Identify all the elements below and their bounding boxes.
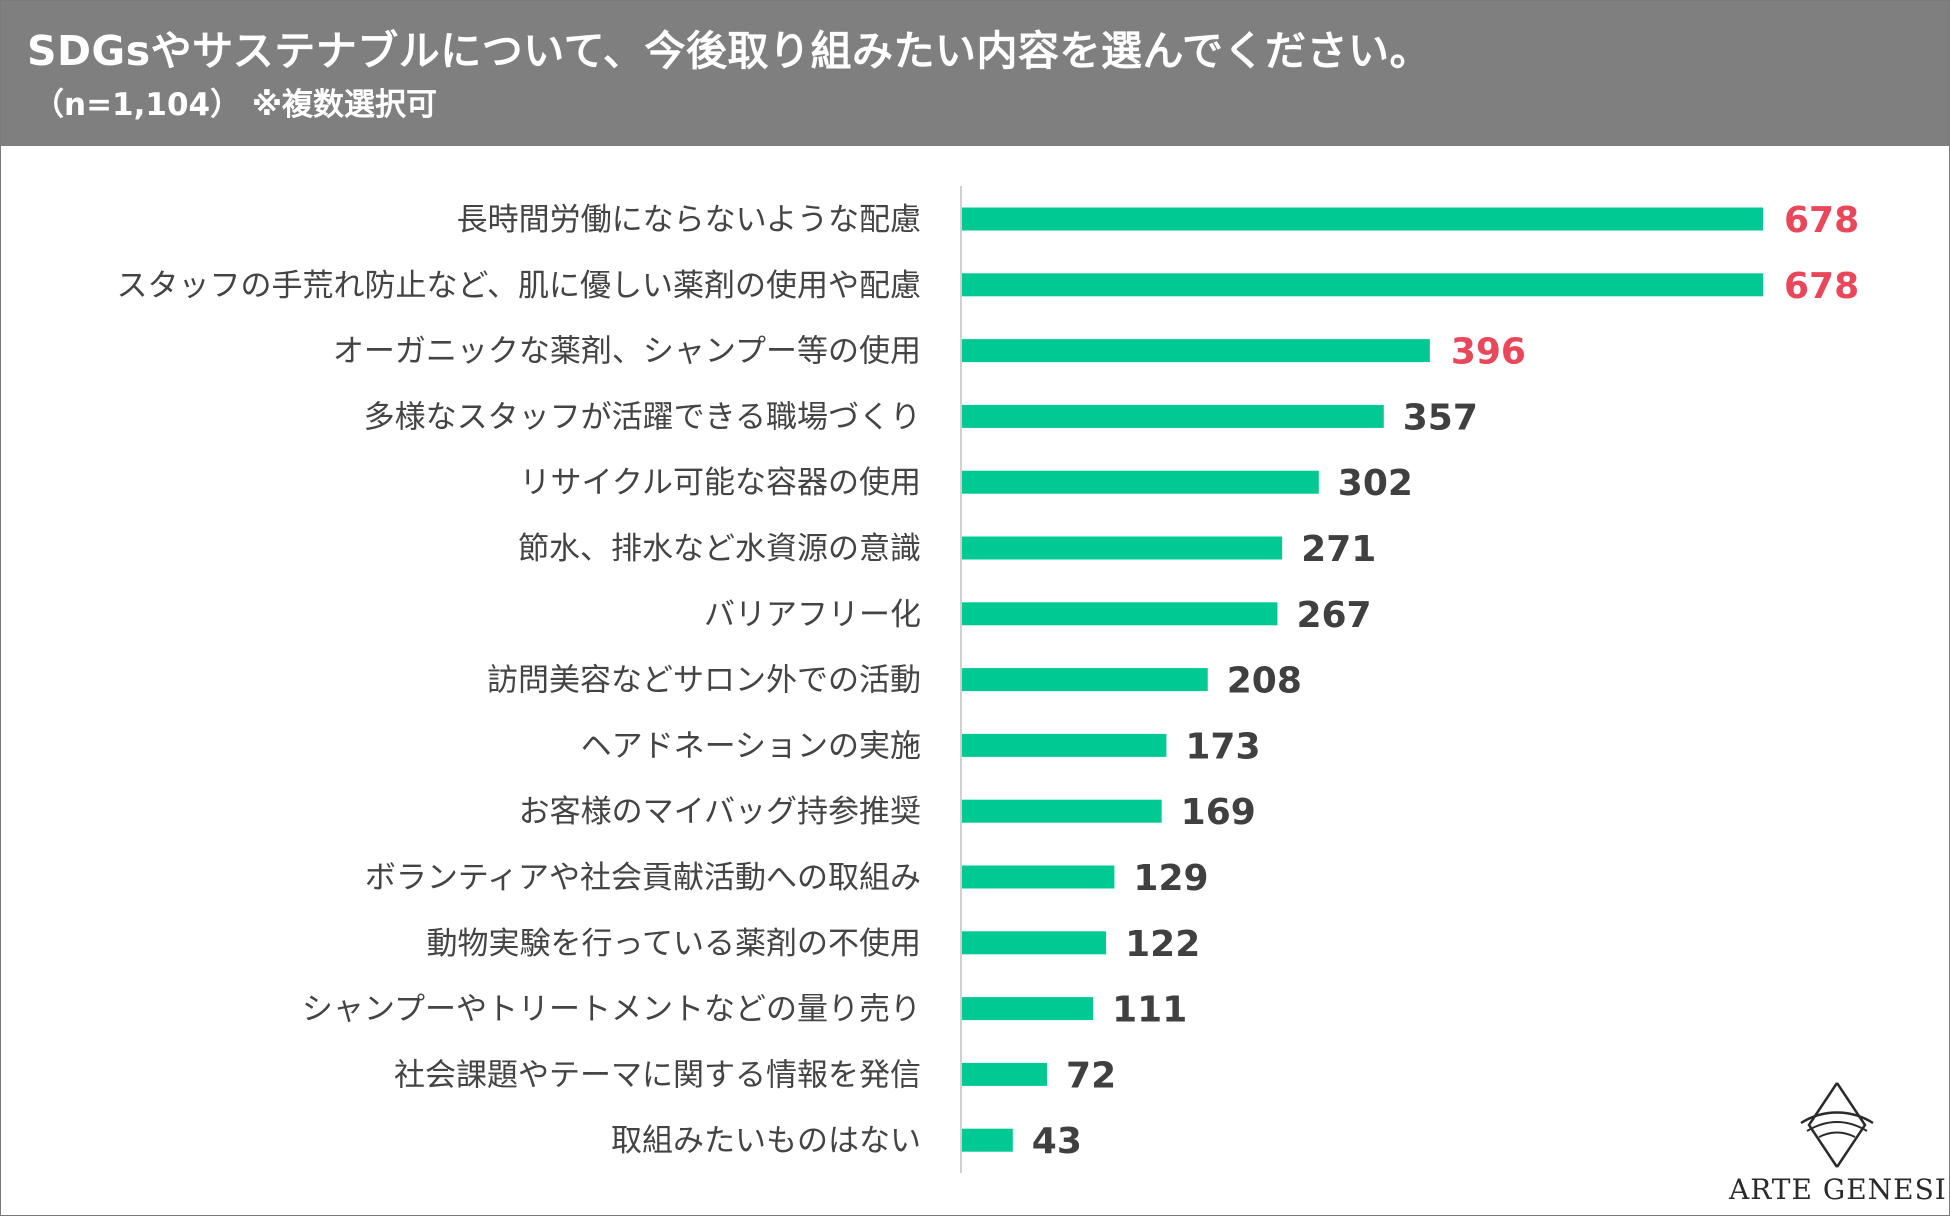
category-label: 動物実験を行っている薬剤の不使用	[427, 926, 921, 962]
logo-text: ARTE GENESIS	[1729, 1173, 1950, 1206]
value-label: 43	[1032, 1121, 1082, 1162]
value-label: 678	[1784, 266, 1859, 307]
bar	[962, 339, 1430, 363]
category-label: バリアフリー化	[704, 597, 921, 633]
value-label: 169	[1181, 792, 1256, 833]
value-label: 271	[1301, 529, 1376, 570]
value-label: 111	[1112, 990, 1187, 1031]
chart-subtitle: （n=1,104） ※複数選択可	[33, 87, 438, 123]
bar	[962, 997, 1094, 1021]
value-label: 173	[1185, 726, 1260, 767]
brand-logo: ARTE GENESIS	[1729, 1079, 1950, 1209]
value-label: 72	[1066, 1055, 1116, 1096]
value-label: 357	[1403, 397, 1478, 438]
category-label: お客様のマイバッグ持参推奨	[519, 794, 921, 830]
bar	[962, 207, 1763, 231]
category-label: 多様なスタッフが活躍できる職場づくり	[364, 399, 921, 435]
category-label: 訪問美容などサロン外での活動	[487, 663, 921, 699]
value-label: 678	[1784, 200, 1859, 241]
bar	[962, 273, 1763, 297]
bar	[962, 931, 1107, 955]
value-label: 122	[1125, 924, 1200, 965]
arte-genesis-logo-icon	[1800, 1082, 1874, 1168]
bar	[962, 1128, 1013, 1152]
category-label: 取組みたいものはない	[611, 1123, 921, 1159]
category-label: 長時間労働にならないような配慮	[457, 202, 921, 238]
bar	[962, 536, 1283, 560]
bar	[962, 1062, 1048, 1086]
header-bar: SDGsやサステナブルについて、今後取り組みたい内容を選んでください。 （n=1…	[1, 1, 1949, 146]
bar	[962, 668, 1208, 692]
value-label: 396	[1451, 332, 1526, 373]
bar	[962, 602, 1278, 626]
value-label: 129	[1133, 858, 1208, 899]
bar	[962, 733, 1167, 757]
category-label: オーガニックな薬剤、シャンプー等の使用	[333, 334, 921, 370]
category-label: シャンプーやトリートメントなどの量り売り	[302, 992, 921, 1028]
bar	[962, 799, 1162, 823]
category-label: ボランティアや社会貢献活動への取組み	[365, 860, 921, 896]
bar	[962, 865, 1115, 889]
category-label: 社会課題やテーマに関する情報を発信	[394, 1057, 921, 1093]
chart-title: SDGsやサステナブルについて、今後取り組みたい内容を選んでください。	[27, 27, 1431, 75]
category-label: スタッフの手荒れ防止など、肌に優しい薬剤の使用や配慮	[117, 268, 921, 304]
value-label: 208	[1227, 661, 1302, 702]
bar	[962, 470, 1319, 494]
bar	[962, 404, 1384, 428]
category-label: 節水、排水など水資源の意識	[518, 531, 921, 567]
value-label: 302	[1338, 463, 1413, 504]
category-label: リサイクル可能な容器の使用	[520, 465, 921, 501]
value-label: 267	[1296, 595, 1371, 636]
category-label: ヘアドネーションの実施	[581, 728, 921, 764]
